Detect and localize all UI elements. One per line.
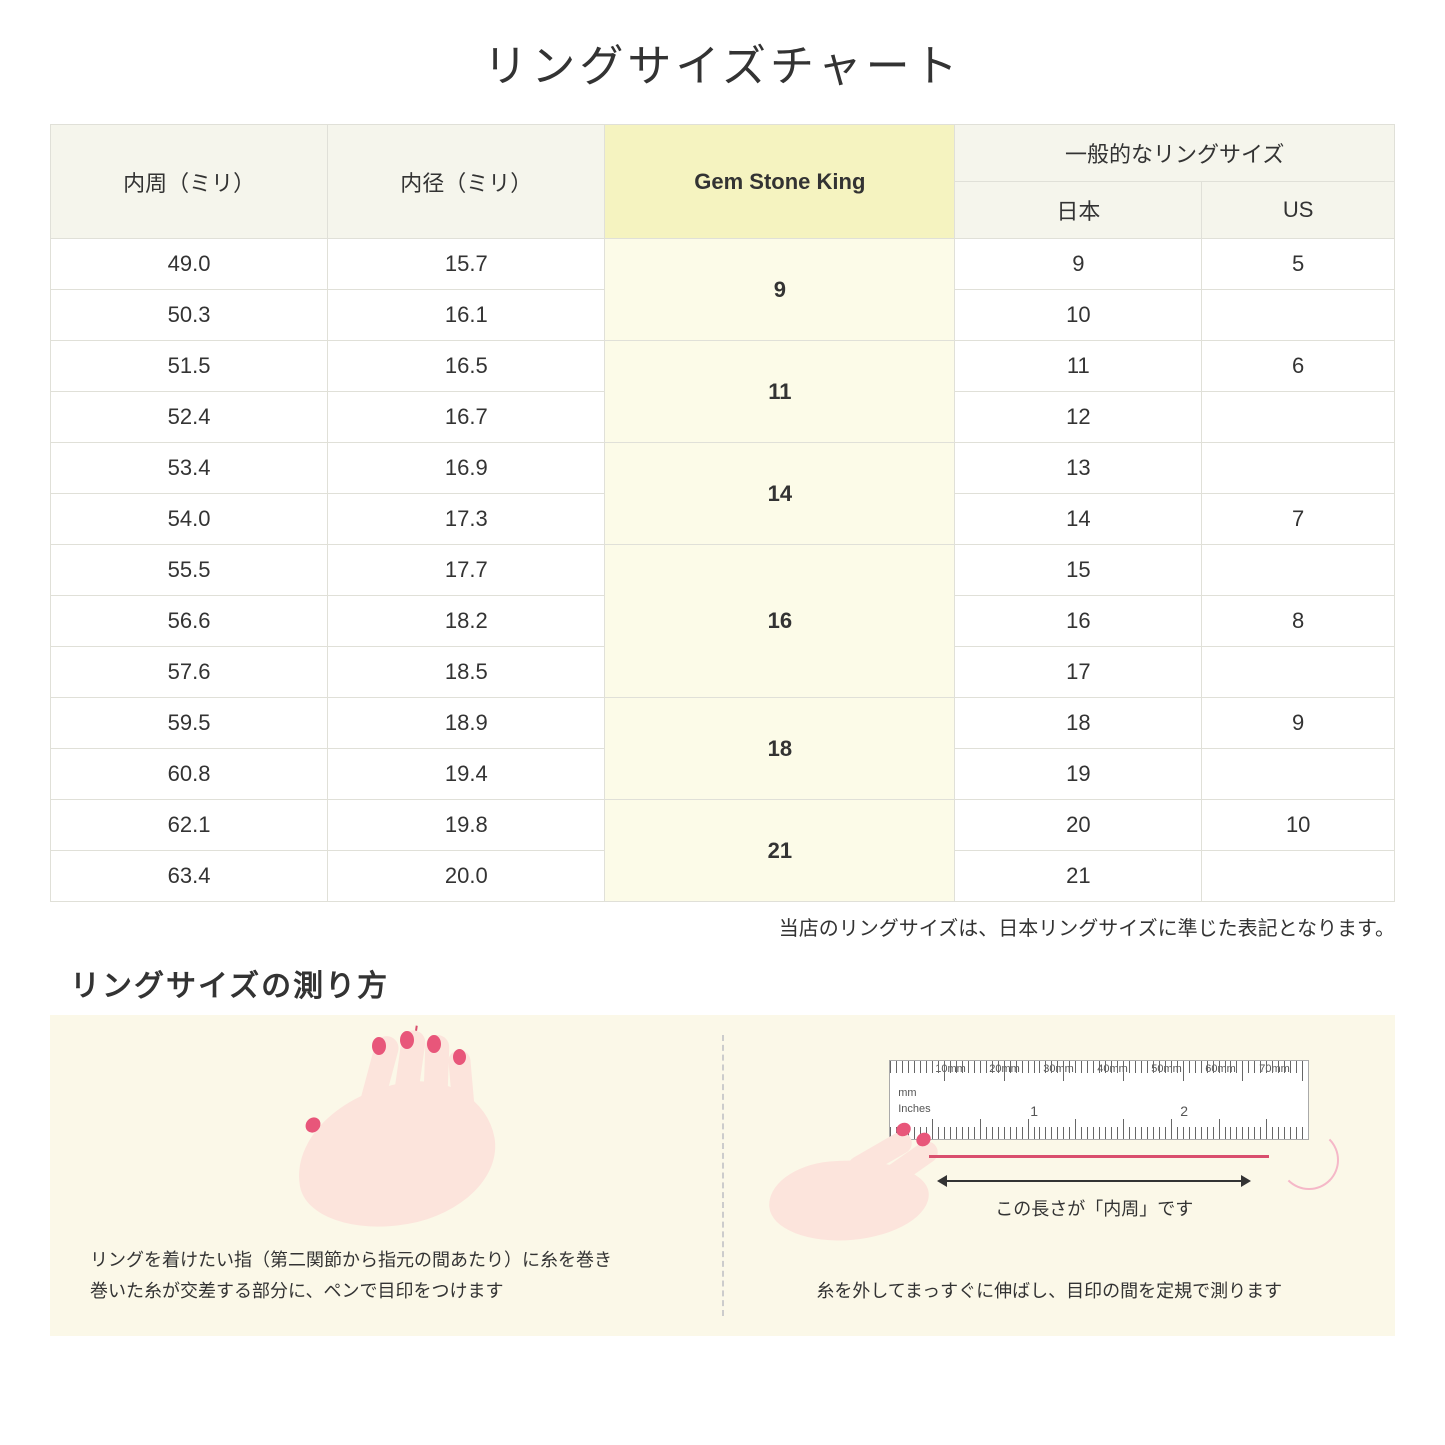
cell-diameter: 19.4: [328, 749, 605, 800]
cell-circumference: 54.0: [51, 494, 328, 545]
cell-us: 5: [1202, 239, 1395, 290]
step1-panel: リングを着けたい指（第二関節から指元の間あたり）に糸を巻き 巻いた糸が交差する部…: [70, 1035, 722, 1316]
step2-text: 糸を外してまっすぐに伸ばし、目印の間を定規で測ります: [744, 1276, 1356, 1307]
cell-us: [1202, 392, 1395, 443]
cell-circumference: 62.1: [51, 800, 328, 851]
cell-diameter: 20.0: [328, 851, 605, 902]
cell-diameter: 16.7: [328, 392, 605, 443]
table-row: 62.119.8212010: [51, 800, 1395, 851]
cell-us: [1202, 443, 1395, 494]
cell-diameter: 16.5: [328, 341, 605, 392]
cell-diameter: 16.9: [328, 443, 605, 494]
cell-us: 10: [1202, 800, 1395, 851]
cell-us: [1202, 647, 1395, 698]
cell-diameter: 18.5: [328, 647, 605, 698]
cell-us: 6: [1202, 341, 1395, 392]
cell-us: 7: [1202, 494, 1395, 545]
cell-us: [1202, 290, 1395, 341]
cell-diameter: 18.9: [328, 698, 605, 749]
cell-circumference: 52.4: [51, 392, 328, 443]
cell-diameter: 15.7: [328, 239, 605, 290]
cell-circumference: 49.0: [51, 239, 328, 290]
cell-diameter: 18.2: [328, 596, 605, 647]
cell-gsk: 11: [605, 341, 955, 443]
cell-japan: 19: [955, 749, 1202, 800]
cell-us: [1202, 545, 1395, 596]
cell-diameter: 16.1: [328, 290, 605, 341]
cell-gsk: 9: [605, 239, 955, 341]
cell-gsk: 21: [605, 800, 955, 902]
cell-diameter: 17.3: [328, 494, 605, 545]
instructions-panel: リングを着けたい指（第二関節から指元の間あたり）に糸を巻き 巻いた糸が交差する部…: [50, 1015, 1395, 1336]
col-japan: 日本: [955, 182, 1202, 239]
cell-us: 9: [1202, 698, 1395, 749]
cell-japan: 11: [955, 341, 1202, 392]
arrow-label: この長さが「内周」です: [939, 1195, 1249, 1221]
table-row: 53.416.91413: [51, 443, 1395, 494]
cell-japan: 10: [955, 290, 1202, 341]
col-diameter: 内径（ミリ）: [328, 125, 605, 239]
cell-circumference: 59.5: [51, 698, 328, 749]
cell-us: 8: [1202, 596, 1395, 647]
table-row: 55.517.71615: [51, 545, 1395, 596]
cell-diameter: 17.7: [328, 545, 605, 596]
cell-circumference: 53.4: [51, 443, 328, 494]
hand-wrap-illustration: [256, 1045, 536, 1245]
cell-us: [1202, 851, 1395, 902]
cell-gsk: 16: [605, 545, 955, 698]
cell-japan: 18: [955, 698, 1202, 749]
cell-gsk: 14: [605, 443, 955, 545]
page-title: リングサイズチャート: [50, 30, 1395, 94]
cell-japan: 20: [955, 800, 1202, 851]
col-gsk: Gem Stone King: [605, 125, 955, 239]
cell-japan: 13: [955, 443, 1202, 494]
size-chart-table: 内周（ミリ） 内径（ミリ） Gem Stone King 一般的なリングサイズ …: [50, 124, 1395, 902]
col-general: 一般的なリングサイズ: [955, 125, 1395, 182]
cell-circumference: 55.5: [51, 545, 328, 596]
cell-japan: 14: [955, 494, 1202, 545]
cell-us: [1202, 749, 1395, 800]
step2-panel: 10mm20mm30mm40mm50mm60mm70mm mm Inches 1…: [724, 1035, 1376, 1316]
cell-circumference: 50.3: [51, 290, 328, 341]
cell-japan: 17: [955, 647, 1202, 698]
measure-subtitle: リングサイズの測り方: [50, 961, 1395, 1005]
cell-circumference: 60.8: [51, 749, 328, 800]
table-row: 51.516.511116: [51, 341, 1395, 392]
cell-circumference: 51.5: [51, 341, 328, 392]
cell-japan: 15: [955, 545, 1202, 596]
cell-japan: 16: [955, 596, 1202, 647]
step1-text: リングを着けたい指（第二関節から指元の間あたり）に糸を巻き 巻いた糸が交差する部…: [90, 1245, 702, 1306]
cell-circumference: 63.4: [51, 851, 328, 902]
cell-japan: 12: [955, 392, 1202, 443]
cell-japan: 9: [955, 239, 1202, 290]
cell-gsk: 18: [605, 698, 955, 800]
table-row: 49.015.7995: [51, 239, 1395, 290]
col-us: US: [1202, 182, 1395, 239]
ruler-illustration: 10mm20mm30mm40mm50mm60mm70mm mm Inches 1…: [789, 1060, 1309, 1260]
table-row: 59.518.918189: [51, 698, 1395, 749]
col-circumference: 内周（ミリ）: [51, 125, 328, 239]
cell-circumference: 57.6: [51, 647, 328, 698]
cell-diameter: 19.8: [328, 800, 605, 851]
table-note: 当店のリングサイズは、日本リングサイズに準じた表記となります。: [50, 912, 1395, 941]
cell-japan: 21: [955, 851, 1202, 902]
cell-circumference: 56.6: [51, 596, 328, 647]
